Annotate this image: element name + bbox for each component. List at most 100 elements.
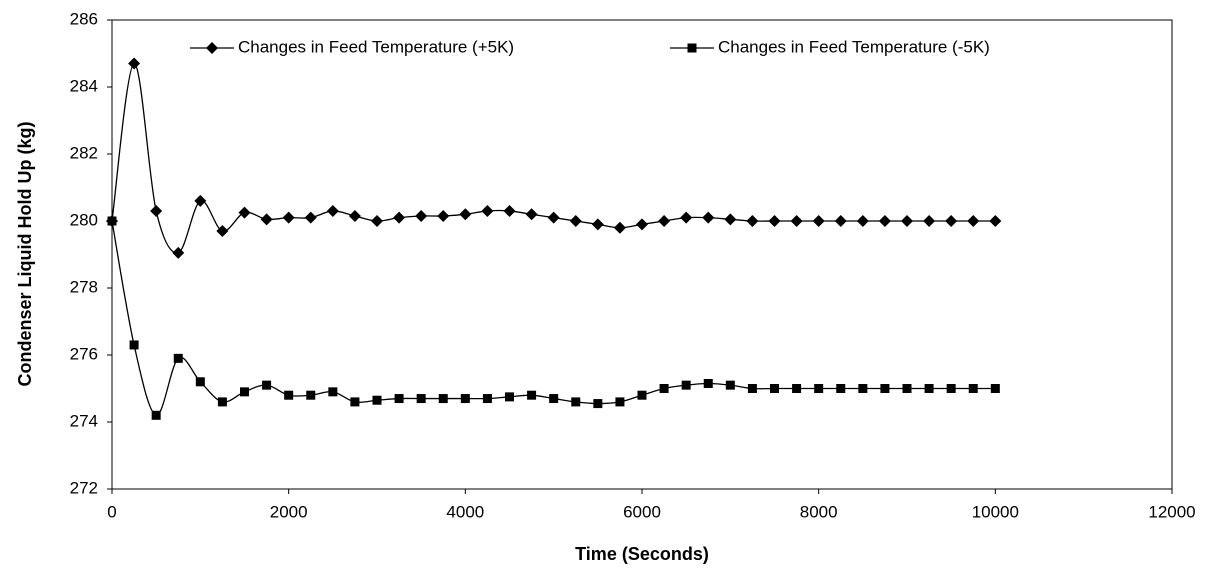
marker [262,380,272,390]
marker [946,384,956,393]
marker [989,215,1002,227]
y-tick-label: 274 [70,411,98,430]
marker [968,384,978,393]
marker [902,384,912,393]
marker [747,384,757,393]
marker [637,390,647,400]
marker [878,215,891,227]
marker [746,215,759,227]
marker [416,394,426,404]
marker [967,215,980,227]
marker [172,246,185,259]
marker [240,387,249,397]
x-tick-label: 0 [107,502,116,521]
x-tick-label: 4000 [446,502,484,521]
marker [527,390,537,400]
marker [326,204,339,217]
marker [284,390,294,400]
marker [790,215,803,227]
marker [836,384,846,393]
y-tick-label: 284 [70,76,98,95]
marker [482,394,492,404]
marker [569,215,582,227]
marker [768,215,781,227]
marker [107,216,117,226]
marker [151,410,161,420]
marker [129,340,139,350]
marker [415,209,428,222]
marker [348,209,361,222]
marker [260,213,273,226]
marker [481,204,494,217]
marker [615,397,625,407]
marker [393,211,406,224]
marker [194,194,207,207]
y-tick-label: 282 [70,143,98,162]
y-tick-label: 278 [70,277,98,296]
marker [328,387,338,397]
marker [350,397,360,407]
marker [681,380,691,390]
y-tick-label: 280 [70,210,98,229]
marker [371,215,383,227]
marker [702,211,715,224]
marker [238,206,251,219]
marker [703,378,713,388]
marker [282,211,295,224]
x-tick-label: 12000 [1148,502,1195,521]
marker [924,384,934,393]
marker [770,384,779,393]
marker [547,211,560,224]
marker [658,215,671,227]
marker [306,390,316,400]
x-tick-label: 6000 [623,502,661,521]
marker [724,213,737,226]
marker [394,394,404,404]
marker [593,399,603,409]
marker [792,384,802,393]
legend-marker [687,43,697,53]
marker [945,215,958,227]
marker [525,208,538,221]
x-tick-label: 2000 [270,502,308,521]
marker [680,211,693,224]
y-tick-label: 286 [70,9,98,28]
marker [901,215,913,227]
y-tick-label: 272 [70,478,98,497]
marker [505,392,514,402]
marker [460,394,470,404]
x-axis-title: Time (Seconds) [575,544,709,564]
marker [636,218,648,231]
marker [128,57,141,70]
marker [173,353,183,363]
y-tick-label: 276 [70,344,98,363]
marker [659,384,669,393]
marker [725,380,735,390]
marker [304,211,317,224]
marker [990,384,1000,393]
marker [591,218,604,231]
marker [834,215,847,227]
plot-area [111,19,1173,490]
marker [923,215,936,227]
marker [880,384,890,393]
marker [812,215,825,227]
marker [613,221,626,234]
marker [858,384,868,393]
x-tick-label: 10000 [972,502,1019,521]
marker [503,204,516,217]
legend-label: Changes in Feed Temperature (-5K) [718,37,990,56]
marker [438,394,448,404]
marker [195,377,205,387]
marker [571,397,581,407]
x-tick-label: 8000 [800,502,838,521]
marker [549,394,559,404]
y-axis-title: Condenser Liquid Hold Up (kg) [15,122,35,387]
marker [216,225,229,238]
legend-marker [206,42,218,54]
marker [150,204,163,217]
marker [372,395,382,405]
marker [856,215,869,227]
marker [459,208,472,221]
